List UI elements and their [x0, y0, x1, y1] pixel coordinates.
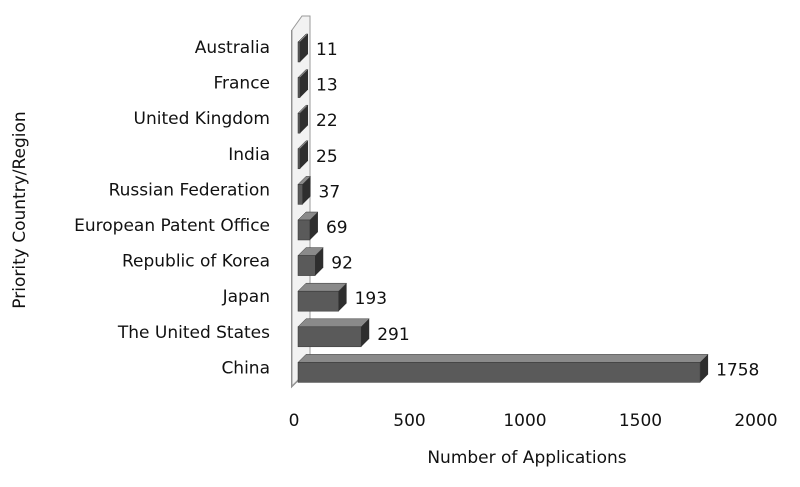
value-label: 291: [377, 325, 409, 345]
y-tick-label: Japan: [222, 287, 270, 307]
bar-top: [297, 318, 370, 328]
value-label: 11: [316, 40, 338, 60]
y-tick-label: France: [213, 74, 270, 94]
bar-top: [297, 354, 709, 363]
value-label: 25: [316, 147, 338, 167]
bar-side: [315, 247, 324, 276]
x-tick-label: 2000: [734, 411, 777, 431]
bar-side: [302, 176, 311, 205]
y-tick-label: Australia: [195, 38, 270, 58]
bar: [297, 219, 311, 241]
y-tick-label: China: [221, 358, 270, 378]
y-tick-label: United Kingdom: [134, 109, 270, 129]
bar-side: [361, 318, 370, 347]
value-label: 37: [319, 182, 341, 202]
bar: [297, 290, 339, 312]
value-label: 193: [355, 289, 387, 309]
bar-side: [700, 354, 709, 383]
bar: [297, 148, 301, 170]
bar-side: [309, 212, 318, 240]
bar: [297, 112, 301, 134]
bar: [297, 41, 301, 63]
bar-side: [338, 283, 347, 312]
x-tick-label: 0: [289, 411, 300, 431]
x-tick-label: 1000: [503, 411, 546, 431]
y-tick-label: Russian Federation: [109, 180, 270, 200]
bar-side: [300, 69, 308, 98]
x-tick-label: 1500: [619, 411, 662, 431]
bar: [297, 184, 303, 205]
value-label: 13: [316, 76, 338, 96]
value-label: 22: [316, 111, 338, 131]
bar-side: [300, 105, 308, 134]
x-axis-title: Number of Applications: [427, 448, 626, 468]
value-label: 1758: [716, 360, 759, 380]
y-tick-label: European Patent Office: [74, 216, 270, 236]
bar: [297, 326, 362, 348]
value-label: 69: [326, 218, 348, 238]
bar-side: [300, 34, 308, 62]
value-label: 92: [331, 254, 353, 274]
y-axis-title: Priority Country/Region: [10, 111, 30, 308]
bar: [297, 77, 301, 98]
y-tick-label: Republic of Korea: [122, 252, 270, 272]
bar: [297, 255, 316, 276]
bar-side: [300, 140, 308, 169]
y-tick-label: India: [228, 145, 270, 165]
bar: [297, 362, 701, 383]
bar-top: [297, 282, 348, 292]
y-tick-label: The United States: [117, 323, 270, 343]
x-tick-label: 500: [393, 411, 425, 431]
